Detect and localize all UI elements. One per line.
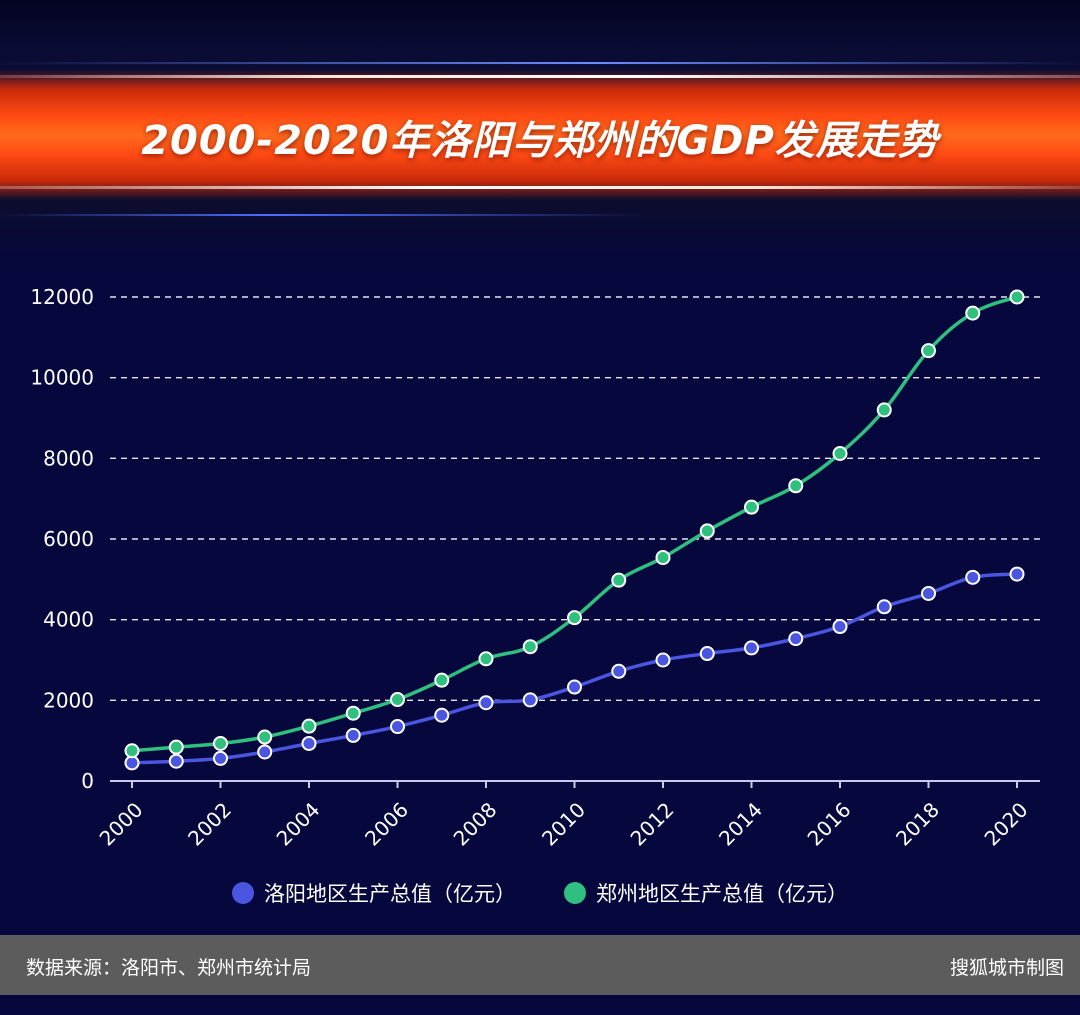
data-point [1009, 566, 1025, 582]
data-point [832, 445, 848, 461]
data-point [567, 610, 582, 626]
y-tick-label: 0 [81, 769, 94, 793]
credit: 搜狐城市制图 [949, 957, 1064, 979]
data-point [921, 585, 936, 601]
y-tick-label: 2000 [43, 688, 94, 712]
legend: 洛阳地区生产总值（亿元） 郑州地区生产总值（亿元） [0, 876, 1080, 910]
data-point [611, 572, 627, 588]
x-tick-label: 2004 [272, 798, 325, 851]
data-point [301, 735, 317, 751]
banner-light-streak [0, 186, 1080, 189]
data-point [876, 402, 892, 418]
title-banner: 2000-2020年洛阳与郑州的GDP发展走势 [0, 0, 1080, 270]
data-point [257, 744, 273, 760]
data-source: 数据来源：洛阳市、郑州市统计局 [26, 957, 312, 979]
data-point [345, 727, 361, 743]
legend-swatch-luoyang [232, 882, 254, 904]
data-point [965, 305, 981, 321]
footer-bar: 数据来源：洛阳市、郑州市统计局 搜狐城市制图 [0, 935, 1080, 995]
y-tick-label: 6000 [43, 527, 94, 551]
x-tick-label: 2010 [537, 798, 590, 851]
data-point [921, 343, 936, 359]
chart-title: 2000-2020年洛阳与郑州的GDP发展走势 [141, 118, 939, 164]
banner-light-streak [0, 62, 1080, 64]
data-point [699, 523, 715, 539]
y-tick-label: 10000 [30, 366, 94, 390]
data-point [788, 631, 804, 647]
data-point [1009, 289, 1025, 305]
data-point [744, 640, 759, 656]
legend-swatch-zhengzhou [564, 882, 586, 904]
x-tick-label: 2014 [714, 798, 767, 851]
data-point [655, 652, 671, 668]
data-point [390, 719, 405, 735]
data-point [478, 695, 494, 711]
data-point [478, 651, 494, 667]
banner-light-streak [0, 214, 1080, 216]
data-point [124, 743, 140, 759]
x-tick-label: 2006 [360, 798, 413, 851]
x-tick-label: 2002 [183, 798, 236, 851]
data-point [434, 707, 450, 723]
banner-light-streak [0, 75, 1080, 78]
data-point [788, 478, 804, 494]
banner-glow [0, 70, 1080, 200]
y-tick-label: 12000 [30, 285, 94, 309]
data-point [301, 718, 317, 734]
x-tick-label: 2016 [803, 798, 856, 851]
y-tick-label: 4000 [43, 608, 94, 632]
data-point [213, 735, 228, 751]
legend-label-zhengzhou: 郑州地区生产总值（亿元） [596, 882, 848, 906]
data-point [168, 739, 184, 755]
legend-item-luoyang: 洛阳地区生产总值（亿元） [232, 878, 516, 908]
data-point [832, 619, 848, 635]
data-point [876, 599, 892, 615]
x-tick-label: 2000 [95, 798, 148, 851]
data-point [611, 663, 627, 679]
data-point [434, 672, 450, 688]
data-point [567, 679, 582, 695]
data-point [124, 755, 140, 771]
data-point [390, 692, 405, 708]
x-tick-label: 2020 [980, 798, 1033, 851]
x-tick-label: 2012 [626, 798, 679, 851]
data-point [168, 753, 184, 769]
data-point [257, 729, 273, 745]
data-point [345, 705, 361, 721]
data-point [655, 550, 671, 566]
data-point [965, 569, 981, 585]
data-point [744, 499, 759, 515]
data-point [213, 750, 228, 766]
y-tick-label: 8000 [43, 446, 94, 470]
x-tick-label: 2008 [449, 798, 502, 851]
data-point [699, 646, 715, 662]
legend-item-zhengzhou: 郑州地区生产总值（亿元） [564, 878, 848, 908]
x-tick-label: 2018 [891, 798, 944, 851]
data-point [522, 639, 538, 655]
legend-label-luoyang: 洛阳地区生产总值（亿元） [264, 882, 516, 906]
data-point [522, 692, 538, 708]
